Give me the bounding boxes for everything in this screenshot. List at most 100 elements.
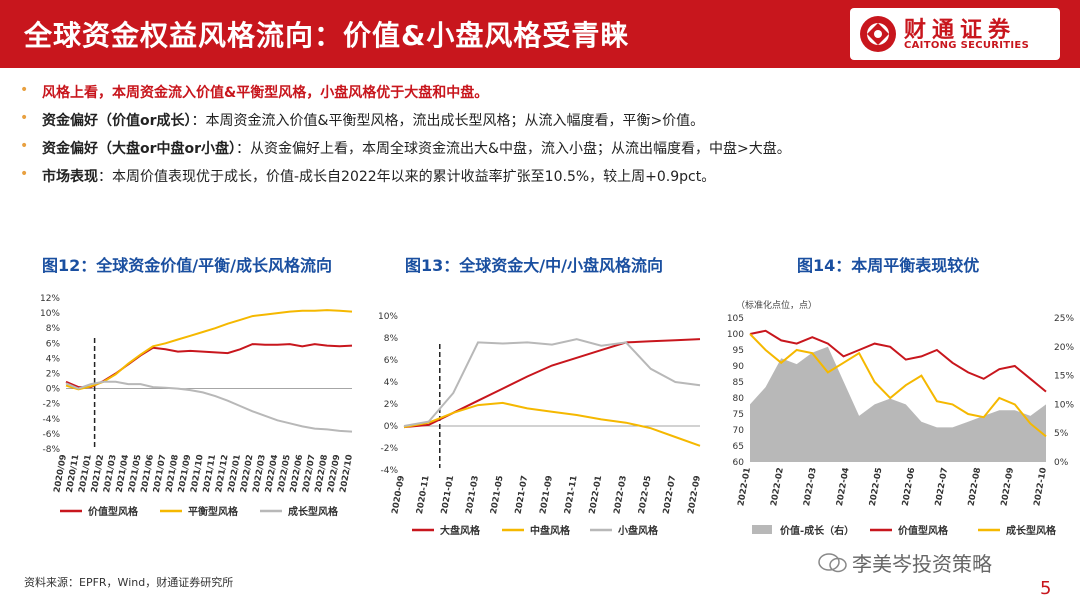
page-title: 全球资金权益风格流向：价值&小盘风格受青睐	[24, 19, 630, 52]
x-tick-label: 2022-03	[802, 467, 819, 507]
fig13-title: 图13：全球资金大/中/小盘风格流向	[405, 256, 663, 275]
series-line-成长型风格	[749, 333, 1047, 438]
y-tick-label-left: 85	[733, 378, 744, 388]
y-tick-label: 6%	[46, 339, 61, 349]
bullet-item: • 资金偏好（大盘or中盘or小盘）：从资金偏好上看，本周全球资金流出大&中盘，…	[20, 138, 1060, 166]
y-tick-label: 8%	[46, 324, 61, 334]
bullet-dot-icon: •	[20, 82, 29, 98]
logo-emblem-icon	[860, 16, 896, 52]
y-tick-label: 12%	[40, 294, 60, 304]
x-tick-label: 2021-11	[563, 475, 580, 515]
x-tick-label: 2022-05	[637, 475, 654, 515]
source-note: 资料来源：EPFR，Wind，财通证券研究所	[24, 576, 234, 589]
logo-cn-text: 财通证券	[904, 18, 1017, 43]
series-line-平衡型风格	[65, 309, 353, 391]
x-tick-label: 2021-07	[514, 475, 531, 515]
y-tick-label: -6%	[42, 430, 60, 440]
bullet-item: • 市场表现：本周价值表现优于成长，价值-成长自2022年以来的累计收益率扩张至…	[20, 166, 1060, 194]
x-tick-label: 2021-01	[440, 475, 457, 515]
bullet-bold: 风格上看，本周资金流入价值&平衡型风格，小盘风格优于大盘和中盘。	[42, 85, 489, 101]
bullet-item: • 风格上看，本周资金流入价值&平衡型风格，小盘风格优于大盘和中盘。	[20, 82, 1060, 110]
header-bar: 全球资金权益风格流向：价值&小盘风格受青睐 财通证券 CAITONG SECUR…	[0, 0, 1080, 68]
bullet-text: ：本周资金流入价值&平衡型风格，流出成长型风格；从流入幅度看，平衡>价值。	[191, 113, 705, 129]
y-tick-label-left: 80	[733, 394, 745, 404]
bullet-text: ：从资金偏好上看，本周全球资金流出大&中盘，流入小盘；从流出幅度看，中盘>大盘。	[236, 141, 791, 157]
y-tick-label: -8%	[42, 445, 60, 455]
y-tick-label-right: 10%	[1054, 400, 1074, 410]
y-tick-label-right: 20%	[1054, 343, 1074, 353]
x-tick-label: 2022-02	[769, 467, 786, 507]
page-number: 5	[1040, 578, 1052, 599]
x-tick-label: 2022-07	[662, 475, 679, 515]
x-tick-label: 2021-05	[489, 475, 506, 515]
y-tick-label-right: 25%	[1054, 314, 1074, 324]
bullet-dot-icon: •	[20, 166, 29, 182]
x-tick-label: 2021-09	[538, 475, 555, 515]
y-tick-label-right: 15%	[1054, 372, 1074, 382]
bullet-text: ：本周价值表现优于成长，价值-成长自2022年以来的累计收益率扩张至10.5%，…	[98, 169, 716, 185]
bullet-item: • 资金偏好（价值or成长）：本周资金流入价值&平衡型风格，流出成长型风格；从流…	[20, 110, 1060, 138]
y-tick-label-right: 0%	[1054, 458, 1069, 468]
bullet-bold: 资金偏好（价值or成长）	[42, 113, 192, 129]
x-tick-label: 2022-03	[612, 475, 629, 515]
x-tick-label: 2020-09	[390, 475, 407, 515]
y-tick-label: 6%	[384, 356, 399, 366]
y-tick-label: 4%	[384, 378, 399, 388]
legend-label: 价值-成长（右）	[780, 524, 854, 537]
series-line-价值型风格	[65, 343, 353, 389]
x-tick-label: 2022-04	[835, 467, 852, 507]
series-area-价值-成长（右）	[750, 346, 1046, 462]
logo-en-text: CAITONG SECURITIES	[904, 40, 1030, 51]
x-tick-label: 2021-03	[464, 475, 481, 515]
legend-label: 平衡型风格	[188, 505, 239, 518]
bullet-bold: 市场表现	[42, 169, 98, 185]
y-tick-label-left: 75	[733, 410, 744, 420]
y-unit-label: （标准化点位，点）	[736, 299, 817, 311]
y-tick-label: 2%	[46, 370, 61, 380]
x-tick-label: 2022-06	[901, 467, 918, 507]
y-tick-label: 10%	[378, 312, 398, 322]
x-tick-label: 2022-09	[686, 475, 703, 515]
bullet-list: • 风格上看，本周资金流入价值&平衡型风格，小盘风格优于大盘和中盘。 • 资金偏…	[20, 82, 1060, 194]
y-tick-label-left: 60	[733, 458, 745, 468]
series-line-中盘风格	[403, 401, 701, 447]
x-tick-label: 2022-10	[1032, 467, 1049, 507]
watermark-text: 李美岑投资策略	[852, 552, 992, 576]
y-tick-label-left: 95	[733, 346, 744, 356]
x-tick-label: 2022-01	[736, 467, 753, 507]
bullet-dot-icon: •	[20, 138, 29, 154]
fig12-title: 图12：全球资金价值/平衡/成长风格流向	[42, 256, 332, 275]
bullet-dot-icon: •	[20, 110, 29, 126]
y-tick-label: 0%	[46, 385, 61, 395]
legend-label: 成长型风格	[1006, 524, 1057, 537]
y-tick-label: -2%	[42, 400, 60, 410]
y-tick-label: -4%	[380, 466, 398, 476]
legend-swatch-area	[752, 525, 772, 534]
x-tick-label: 2022-01	[588, 475, 605, 515]
legend-label: 大盘风格	[440, 524, 481, 537]
x-tick-label: 2022-07	[934, 467, 951, 507]
x-tick-label: 2022-09	[999, 467, 1016, 507]
y-tick-label: -2%	[380, 444, 398, 454]
y-tick-label-left: 100	[727, 330, 744, 340]
y-tick-label-left: 65	[733, 442, 744, 452]
y-tick-label: 4%	[46, 354, 61, 364]
legend-label: 成长型风格	[288, 505, 339, 518]
bullet-bold: 资金偏好（大盘or中盘or小盘）	[42, 141, 237, 157]
legend-label: 价值型风格	[88, 505, 139, 518]
y-tick-label: 10%	[40, 309, 60, 319]
fig14-title: 图14：本周平衡表现较优	[797, 256, 980, 275]
company-logo: 财通证券 CAITONG SECURITIES	[850, 8, 1060, 60]
y-tick-label-right: 5%	[1054, 429, 1069, 439]
series-line-小盘风格	[403, 338, 701, 427]
y-tick-label-left: 105	[727, 314, 744, 324]
y-tick-label: 0%	[384, 422, 399, 432]
y-tick-label: 8%	[384, 334, 399, 344]
y-tick-label-left: 90	[733, 362, 745, 372]
x-tick-label: 2022-05	[868, 467, 885, 507]
series-line-成长型风格	[65, 380, 353, 433]
x-tick-label: 2022-08	[967, 467, 984, 507]
legend-label: 价值型风格	[898, 524, 949, 537]
series-line-价值型风格	[749, 329, 1047, 393]
